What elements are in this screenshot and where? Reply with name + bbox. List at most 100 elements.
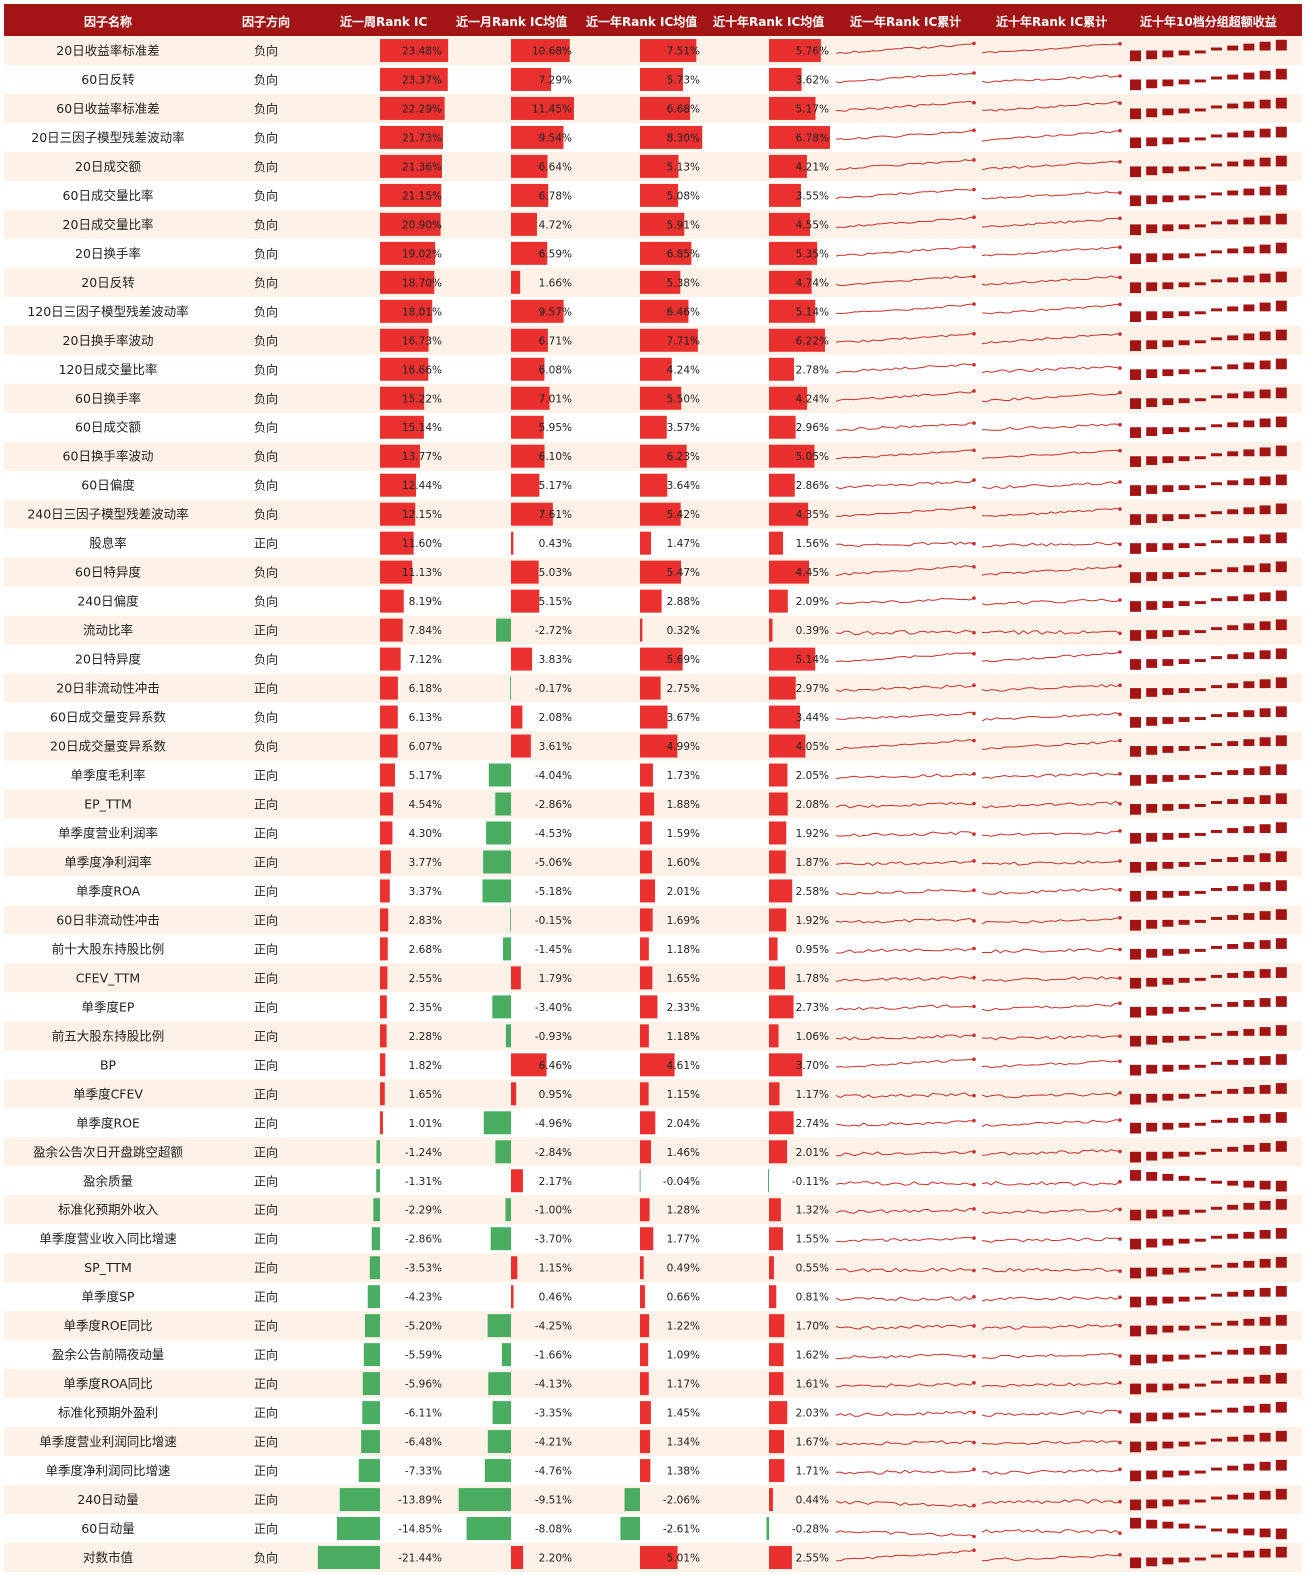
- month-bar: [511, 531, 514, 555]
- year-bar: [640, 241, 692, 265]
- sparkline-end-dot: [1118, 1467, 1122, 1472]
- factor-direction: 负向: [254, 391, 278, 406]
- decile-bar: [1243, 1376, 1255, 1384]
- week-value: 16.66%: [402, 364, 442, 376]
- decile-bar: [1275, 1285, 1287, 1297]
- decile-bar: [1194, 398, 1206, 402]
- decile-bar: [1194, 572, 1206, 576]
- decade-bar: [769, 1111, 794, 1135]
- sparkline-end-dot: [972, 478, 976, 482]
- decade-value: 2.86%: [796, 480, 829, 492]
- factor-name: 60日特异度: [75, 565, 141, 580]
- week-bar: [376, 1169, 380, 1193]
- sparkline-end-dot: [1118, 302, 1122, 307]
- year-value: 6.68%: [667, 103, 700, 115]
- sparkline-end-dot: [972, 1057, 976, 1061]
- decile-bar: [1162, 1557, 1174, 1565]
- decile-bar: [1275, 242, 1287, 254]
- decade-value: 2.97%: [796, 683, 829, 695]
- cum-decade-line: [981, 541, 1121, 548]
- decile-bar: [1243, 1000, 1255, 1007]
- decile-bar: [1243, 710, 1255, 718]
- week-bar: [380, 589, 404, 613]
- decile-bar: [1146, 1238, 1158, 1248]
- sparkline-end-dot: [972, 683, 976, 687]
- week-value: -5.20%: [405, 1321, 442, 1333]
- factor-direction: 正向: [254, 768, 278, 783]
- decile-bar: [1146, 1171, 1158, 1181]
- decile-bar: [1275, 532, 1287, 544]
- year-bar: [640, 1082, 649, 1106]
- decile-bar: [1275, 880, 1287, 891]
- decile-bar: [1178, 601, 1190, 607]
- decile-bar: [1178, 1325, 1190, 1331]
- week-value: -1.24%: [405, 1147, 442, 1159]
- week-value: 21.15%: [402, 190, 442, 202]
- decile-bar: [1275, 358, 1287, 370]
- decile-bar: [1130, 1151, 1141, 1163]
- sparkline-end-dot: [1118, 1440, 1122, 1445]
- decile-bar: [1146, 1557, 1158, 1567]
- year-value: 5.91%: [667, 219, 700, 231]
- cum-year-line: [835, 275, 975, 287]
- cum-decade-line: [981, 130, 1121, 142]
- decile-bar: [1211, 714, 1222, 718]
- factor-name: 单季度毛利率: [70, 768, 145, 783]
- decile-bar: [1243, 507, 1255, 515]
- month-value: 9.57%: [539, 306, 572, 318]
- year-bar: [640, 1459, 651, 1483]
- week-value: 5.17%: [409, 770, 442, 782]
- decile-bar: [1275, 474, 1287, 486]
- year-bar: [640, 531, 652, 555]
- week-value: 11.60%: [402, 538, 442, 550]
- decile-bar: [1211, 395, 1222, 399]
- month-bar: [487, 1314, 511, 1338]
- decile-bar: [1194, 977, 1206, 981]
- year-value: 5.13%: [667, 161, 700, 173]
- decile-bar: [1162, 1173, 1174, 1181]
- sparkline-end-dot: [972, 1268, 976, 1273]
- week-value: 1.82%: [409, 1060, 442, 1072]
- cum-year-line: [835, 449, 975, 460]
- week-value: 1.01%: [409, 1118, 442, 1130]
- decile-bar: [1130, 1209, 1141, 1221]
- decile-bar: [1162, 1238, 1174, 1246]
- decile-bar: [1178, 861, 1190, 867]
- decile-bar: [1162, 137, 1174, 145]
- decade-bar: [769, 1430, 785, 1454]
- decile-bar: [1211, 540, 1222, 544]
- year-bar: [640, 589, 662, 613]
- sparkline-end-dot: [1118, 631, 1122, 636]
- decile-bar: [1162, 398, 1174, 406]
- month-bar: [511, 589, 540, 613]
- week-bar: [380, 502, 416, 526]
- week-bar: [380, 908, 389, 932]
- decile-bar: [1194, 601, 1206, 605]
- decile-bar: [1211, 308, 1222, 312]
- decile-bar: [1130, 630, 1141, 641]
- week-value: -1.31%: [405, 1176, 442, 1188]
- decile-bar: [1211, 163, 1222, 167]
- decile-bar: [1275, 39, 1287, 51]
- decile-bar: [1162, 340, 1174, 348]
- cum-year-line: [835, 1500, 975, 1508]
- week-bar: [380, 705, 398, 729]
- week-bar: [371, 1227, 380, 1251]
- week-bar: [380, 473, 417, 497]
- cum-decade-line: [981, 1468, 1121, 1475]
- decile-bar: [1194, 1177, 1206, 1181]
- year-value: 5.50%: [667, 393, 700, 405]
- decade-bar: [769, 1140, 788, 1164]
- sparkline-end-dot: [972, 738, 976, 743]
- sparkline-end-dot: [1118, 1531, 1122, 1535]
- decile-bar: [1194, 543, 1206, 547]
- year-bar: [640, 1401, 651, 1425]
- decile-bar: [1275, 97, 1287, 109]
- month-value: 0.95%: [539, 1089, 572, 1101]
- sparkline-end-dot: [1118, 191, 1122, 195]
- decile-bar: [1275, 764, 1287, 776]
- decile-bar: [1227, 1349, 1239, 1355]
- factor-name: 60日动量: [81, 1521, 134, 1536]
- factor-name: 单季度ROE同比: [64, 1318, 153, 1333]
- cum-year-line: [835, 100, 975, 112]
